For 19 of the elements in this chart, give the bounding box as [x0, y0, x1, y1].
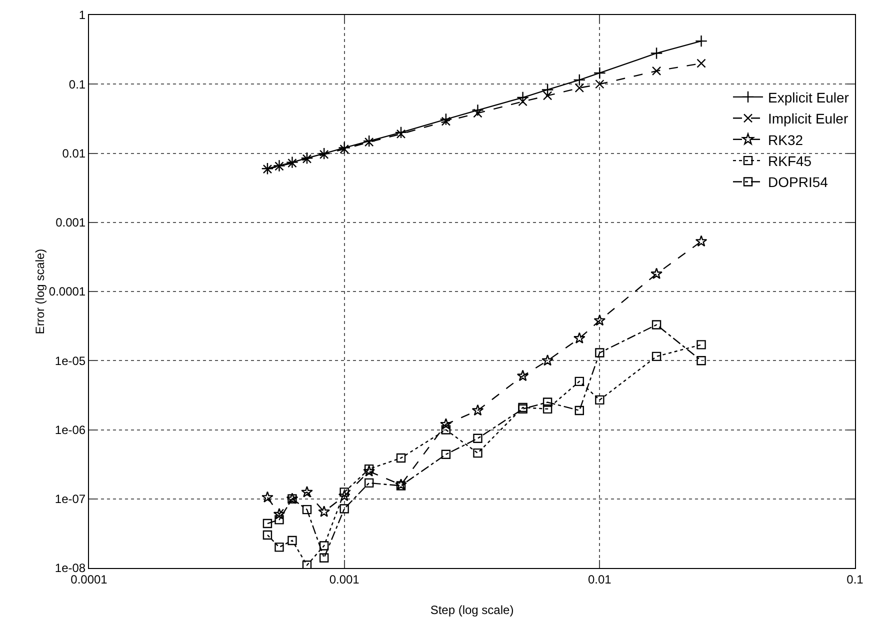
y-tick-label: 1e-05 [54, 354, 86, 368]
y-axis-title: Error (log scale) [32, 248, 47, 334]
y-tick-label: 0.001 [56, 216, 86, 230]
y-tick-label: 0.0001 [48, 284, 86, 299]
x-axis-title: Step (log scale) [430, 603, 514, 617]
y-tick-label: 1 [78, 8, 86, 22]
legend-label: RKF45 [768, 153, 812, 170]
y-tick-label: 0.1 [68, 77, 86, 92]
legend-label: DOPRI54 [768, 174, 828, 190]
x-tick-label: 0.001 [329, 572, 360, 586]
x-tick-label: 0.01 [588, 572, 612, 586]
x-tick-label: 0.1 [846, 572, 864, 586]
legend-label: Explicit Euler [768, 89, 850, 106]
legend-label: RK32 [768, 132, 804, 148]
y-tick-label: 1e-08 [54, 561, 86, 576]
y-tick-label: 1e-06 [54, 422, 86, 437]
legend-label: Implicit Euler [768, 110, 848, 127]
y-tick-label: 1e-07 [54, 492, 86, 506]
y-tick-label: 0.01 [62, 146, 86, 160]
